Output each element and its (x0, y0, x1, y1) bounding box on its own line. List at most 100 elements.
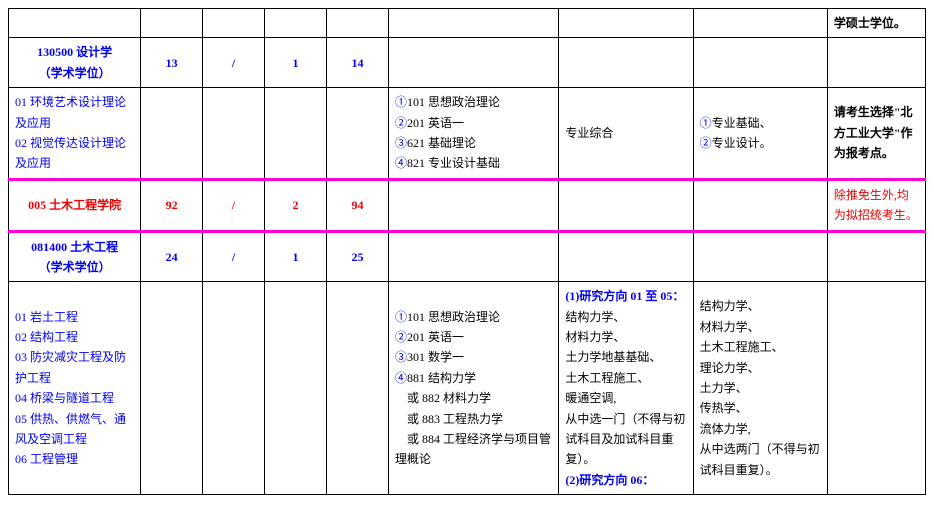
exam-subjects-cell: ①101 思想政治理论 ②201 英语一 ③621 基础理论 ④821 专业设计… (388, 88, 558, 180)
count-cell: 1 (265, 231, 327, 282)
direction-cell: 01 环境艺术设计理论及应用 02 视觉传达设计理论及应用 (9, 88, 141, 180)
cell (388, 38, 558, 88)
addtest-item: ①专业基础、 (700, 113, 821, 133)
addtest-cell: ①专业基础、 ②专业设计。 (693, 88, 827, 180)
addtest-item: 传热学、 (700, 398, 821, 418)
remark-cell: 除推免生外,均为拟招统考生。 (827, 179, 925, 231)
major-header-cell: 081400 土木工程 （学术学位） (9, 231, 141, 282)
text: 2 (293, 198, 299, 212)
addtest-item: 土力学、 (700, 378, 821, 398)
retest-item: 土力学地基基础、 (565, 347, 686, 367)
retest-cell: 专业综合 (559, 88, 693, 180)
retest-item: 从中选一门（不得与初试科目及加试科目重复）。 (565, 409, 686, 470)
direction-item: 05 供热、供燃气、通风及空调工程 (15, 409, 134, 450)
cell (559, 231, 693, 282)
text: 学硕士学位。 (834, 16, 906, 30)
count-cell: 25 (327, 231, 389, 282)
table-row: 005 土木工程学院 92 / 2 94 除推免生外,均为拟招统考生。 (9, 179, 926, 231)
cell (827, 38, 925, 88)
count-cell: 13 (141, 38, 203, 88)
subject-item: 或 882 材料力学 (395, 388, 552, 408)
text: / (232, 198, 235, 212)
addtest-item: 流体力学, (700, 419, 821, 439)
addtest-cell: 结构力学、 材料力学、 土木工程施工、 理论力学、 土力学、 传热学、 流体力学… (693, 282, 827, 495)
text: 1 (293, 250, 299, 264)
addtest-item: 结构力学、 (700, 296, 821, 316)
cell (693, 179, 827, 231)
cell (265, 9, 327, 38)
cell (693, 9, 827, 38)
table-row: 130500 设计学 （学术学位） 13 / 1 14 (9, 38, 926, 88)
cell (141, 9, 203, 38)
direction-item: 02 结构工程 (15, 327, 134, 347)
text: 1 (293, 56, 299, 70)
text: 14 (352, 56, 364, 70)
cell (265, 282, 327, 495)
text: 94 (352, 198, 364, 212)
cell (559, 38, 693, 88)
direction-item: 01 环境艺术设计理论及应用 (15, 92, 134, 133)
subject-item: ③301 数学一 (395, 347, 552, 367)
text: 除推免生外,均为拟招统考生。 (834, 188, 918, 222)
major-code: 130500 设计学 (15, 42, 134, 62)
table-row: 01 岩土工程 02 结构工程 03 防灾减灾工程及防护工程 04 桥梁与隧道工… (9, 282, 926, 495)
direction-item: 02 视觉传达设计理论及应用 (15, 133, 134, 174)
direction-item: 03 防灾减灾工程及防护工程 (15, 347, 134, 388)
subject-item: ②201 英语一 (395, 113, 552, 133)
count-cell: / (203, 179, 265, 231)
college-cell: 005 土木工程学院 (9, 179, 141, 231)
direction-cell: 01 岩土工程 02 结构工程 03 防灾减灾工程及防护工程 04 桥梁与隧道工… (9, 282, 141, 495)
major-header-cell: 130500 设计学 （学术学位） (9, 38, 141, 88)
addtest-item: 土木工程施工、 (700, 337, 821, 357)
retest-cell: (1)研究方向 01 至 05： 结构力学、 材料力学、 土力学地基基础、 土木… (559, 282, 693, 495)
text: / (232, 250, 235, 264)
retest-item: 材料力学、 (565, 327, 686, 347)
count-cell: 94 (327, 179, 389, 231)
major-degree: （学术学位） (15, 63, 134, 83)
cell (327, 282, 389, 495)
cell (141, 282, 203, 495)
subject-item: ③621 基础理论 (395, 133, 552, 153)
count-cell: 2 (265, 179, 327, 231)
cell (693, 38, 827, 88)
remark-cell: 请考生选择"北方工业大学"作为报考点。 (827, 88, 925, 180)
text: 专业综合 (565, 126, 613, 140)
cell (827, 282, 925, 495)
direction-item: 01 岩土工程 (15, 307, 134, 327)
direction-item: 06 工程管理 (15, 449, 134, 469)
major-degree: （学术学位） (15, 257, 134, 277)
text: 24 (166, 250, 178, 264)
cell (388, 231, 558, 282)
degree-note-cell: 学硕士学位。 (827, 9, 925, 38)
text: 13 (166, 56, 178, 70)
cell (265, 88, 327, 180)
text: 005 土木工程学院 (28, 198, 121, 212)
admissions-table: 学硕士学位。 130500 设计学 （学术学位） 13 / 1 14 01 环境… (8, 8, 926, 495)
retest-item: 土木工程施工、 (565, 368, 686, 388)
addtest-item: 从中选两门（不得与初试科目重复）。 (700, 439, 821, 480)
text: / (232, 56, 235, 70)
retest-heading: (2)研究方向 06： (565, 470, 686, 490)
cell (327, 88, 389, 180)
table-row: 01 环境艺术设计理论及应用 02 视觉传达设计理论及应用 ①101 思想政治理… (9, 88, 926, 180)
cell (203, 9, 265, 38)
count-cell: / (203, 38, 265, 88)
text: 92 (166, 198, 178, 212)
cell (388, 179, 558, 231)
count-cell: 24 (141, 231, 203, 282)
cell (327, 9, 389, 38)
subject-item: 或 884 工程经济学与项目管理概论 (395, 429, 552, 470)
subject-item: ④821 专业设计基础 (395, 153, 552, 173)
cell (559, 9, 693, 38)
direction-item: 04 桥梁与隧道工程 (15, 388, 134, 408)
count-cell: 92 (141, 179, 203, 231)
major-code: 081400 土木工程 (15, 237, 134, 257)
text: 25 (352, 250, 364, 264)
cell (827, 231, 925, 282)
count-cell: / (203, 231, 265, 282)
subject-item: ②201 英语一 (395, 327, 552, 347)
cell (203, 282, 265, 495)
table-row: 学硕士学位。 (9, 9, 926, 38)
cell (203, 88, 265, 180)
text: 请考生选择"北方工业大学"作为报考点。 (834, 105, 913, 160)
